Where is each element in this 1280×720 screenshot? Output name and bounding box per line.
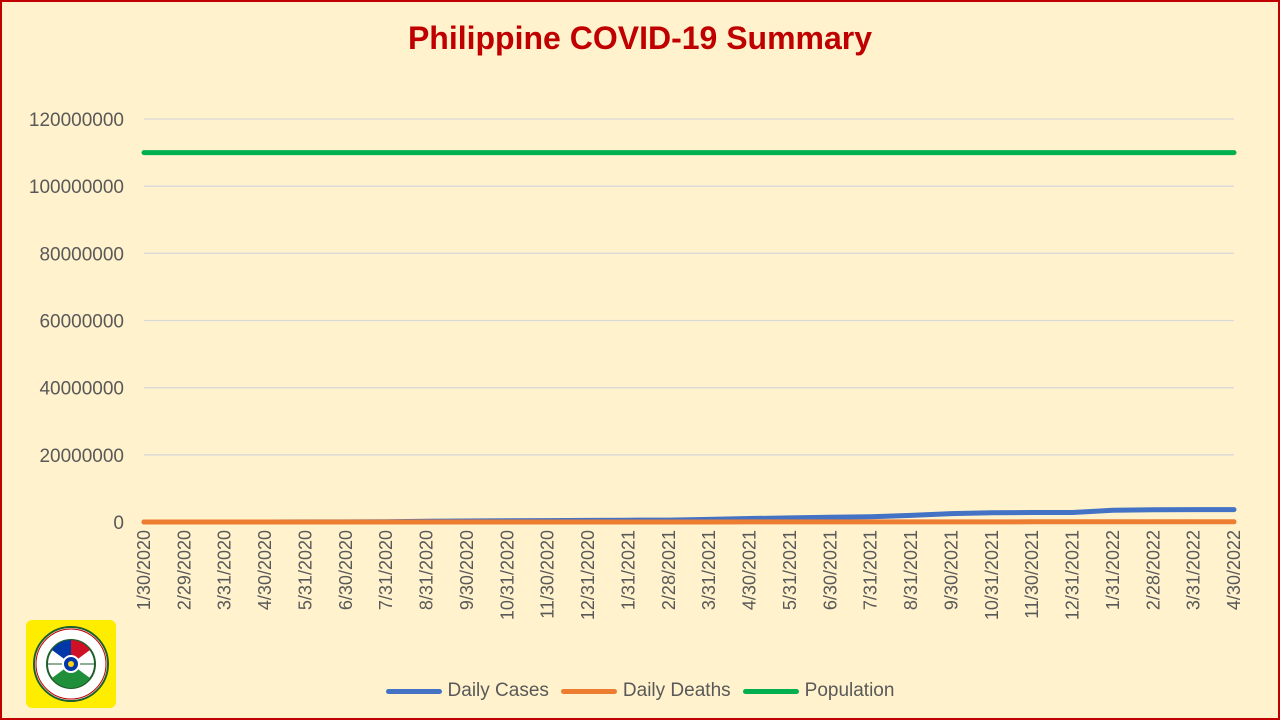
x-tick-label: 11/30/2020 (538, 530, 558, 619)
legend-label: Daily Deaths (622, 680, 731, 701)
x-tick-label: 6/30/2021 (820, 530, 840, 610)
x-tick-label: 11/30/2021 (1022, 530, 1042, 619)
x-tick-label: 12/31/2020 (578, 530, 598, 620)
y-tick-label: 120000000 (29, 110, 124, 131)
x-tick-label: 8/31/2021 (901, 530, 921, 610)
x-tick-label: 1/31/2022 (1103, 530, 1123, 610)
x-tick-label: 5/31/2021 (780, 530, 800, 610)
x-tick-label: 1/31/2021 (618, 530, 638, 610)
x-tick-label: 12/31/2021 (1063, 530, 1083, 620)
x-tick-label: 2/28/2021 (659, 530, 679, 610)
y-tick-label: 80000000 (39, 244, 124, 265)
x-tick-label: 4/30/2021 (740, 530, 760, 610)
legend-swatch (385, 688, 442, 694)
x-tick-label: 10/31/2021 (982, 530, 1002, 620)
x-tick-label: 4/30/2022 (1224, 530, 1244, 610)
x-tick-label: 10/31/2020 (497, 530, 517, 620)
x-tick-label: 2/29/2020 (174, 530, 194, 610)
x-tick-label: 7/31/2021 (861, 530, 881, 610)
x-tick-label: 3/31/2021 (699, 530, 719, 610)
chart-title: Philippine COVID-19 Summary (407, 20, 873, 56)
x-tick-label: 6/30/2020 (336, 530, 356, 610)
y-tick-label: 100000000 (29, 177, 124, 198)
x-tick-label: 9/30/2020 (457, 530, 477, 610)
legend-label: Population (804, 680, 895, 701)
chart-legend: Daily Cases Daily Deaths Population (2, 680, 1278, 702)
y-tick-label: 0 (113, 513, 124, 534)
legend-item-daily-cases: Daily Cases (385, 680, 549, 702)
legend-swatch (742, 688, 799, 694)
x-tick-label: 1/30/2020 (134, 530, 154, 610)
legend-label: Daily Cases (447, 680, 549, 701)
x-tick-label: 4/30/2020 (255, 530, 275, 610)
doh-logo (26, 620, 116, 708)
x-tick-label: 3/31/2022 (1184, 530, 1204, 610)
legend-swatch (560, 688, 617, 694)
y-tick-label: 40000000 (39, 379, 124, 400)
y-tick-label: 20000000 (39, 446, 124, 467)
x-tick-label: 9/30/2021 (941, 530, 961, 610)
x-tick-label: 8/31/2020 (417, 530, 437, 610)
legend-item-population: Population (742, 680, 895, 702)
doh-seal-icon (33, 626, 109, 702)
x-tick-label: 5/31/2020 (295, 530, 315, 610)
chart-plot: 0 20000000 40000000 60000000 80000000 1000000… (29, 110, 1244, 620)
y-tick-label: 60000000 (39, 312, 124, 333)
x-tick-label: 3/31/2020 (215, 530, 235, 610)
x-tick-label: 7/31/2020 (376, 530, 396, 610)
legend-item-daily-deaths: Daily Deaths (560, 680, 731, 702)
x-tick-label: 2/28/2022 (1143, 530, 1163, 610)
